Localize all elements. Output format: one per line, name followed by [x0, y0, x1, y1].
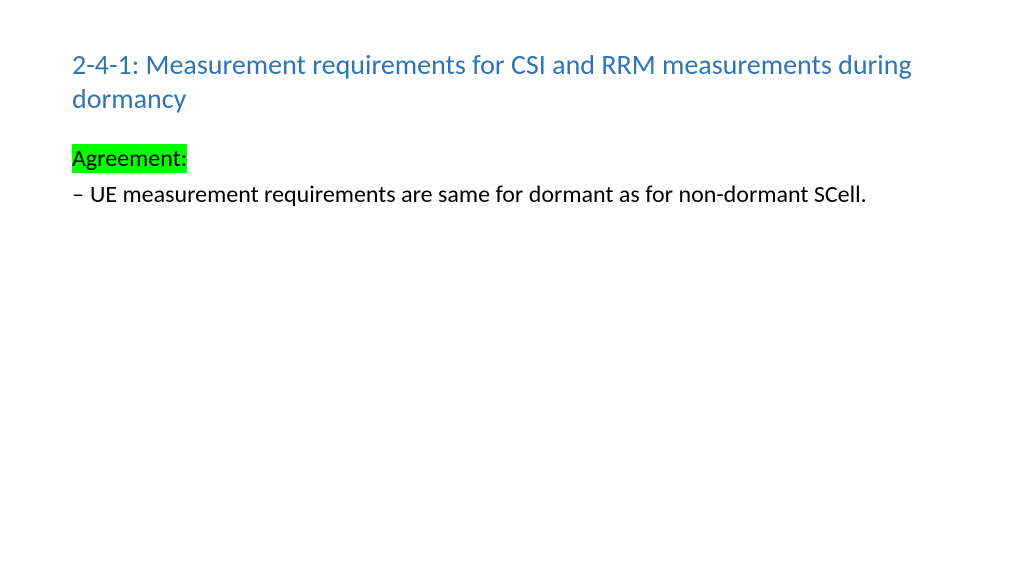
body-line: – UE measurement requirements are same f… — [72, 180, 952, 210]
body-text: UE measurement requirements are same for… — [90, 180, 867, 210]
agreement-label: Agreement: — [72, 144, 187, 173]
agreement-row: Agreement: — [72, 143, 952, 174]
slide-title: 2-4-1: Measurement requirements for CSI … — [72, 48, 952, 115]
list-dash: – — [72, 180, 84, 209]
slide: 2-4-1: Measurement requirements for CSI … — [0, 0, 1024, 576]
